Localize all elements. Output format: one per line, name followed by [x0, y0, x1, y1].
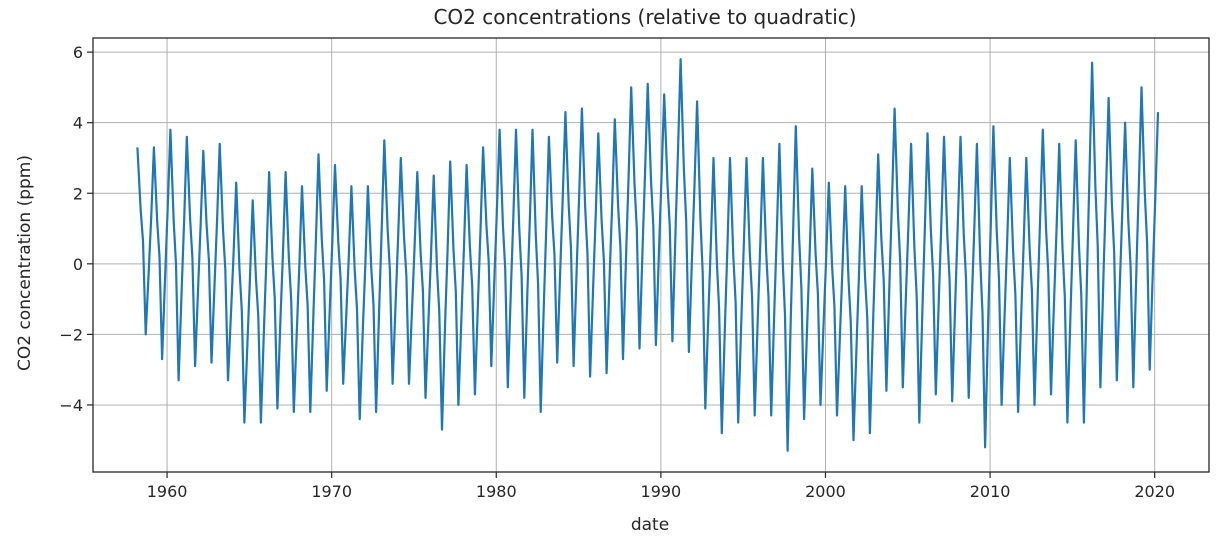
y-axis-label: CO2 concentration (ppm): [15, 155, 35, 371]
y-tick-label: 2: [73, 184, 83, 203]
y-tick-label: −4: [59, 396, 83, 415]
x-tick-label: 1990: [641, 482, 682, 501]
plot-frame: [92, 37, 1210, 473]
y-tick-label: 0: [73, 255, 83, 274]
x-axis-label: date: [631, 515, 669, 535]
series-layer: [136, 58, 1160, 452]
x-tick-label: 2020: [1134, 482, 1175, 501]
x-tick-label: 1970: [311, 482, 352, 501]
chart-title: CO2 concentrations (relative to quadrati…: [433, 5, 856, 29]
tick-layer: 1960 1970 1980 1990 2000 2010 2020 −4 −2 0 2 4 6: [59, 43, 1175, 501]
x-tick-label: 2000: [805, 482, 846, 501]
x-tick-label: 2010: [970, 482, 1011, 501]
x-tick-label: 1980: [476, 482, 517, 501]
y-tick-label: 4: [73, 114, 83, 133]
y-tick-label: −2: [59, 325, 83, 344]
co2-series-line: [136, 58, 1160, 452]
x-tick-label: 1960: [147, 482, 188, 501]
y-tick-label: 6: [73, 43, 83, 62]
